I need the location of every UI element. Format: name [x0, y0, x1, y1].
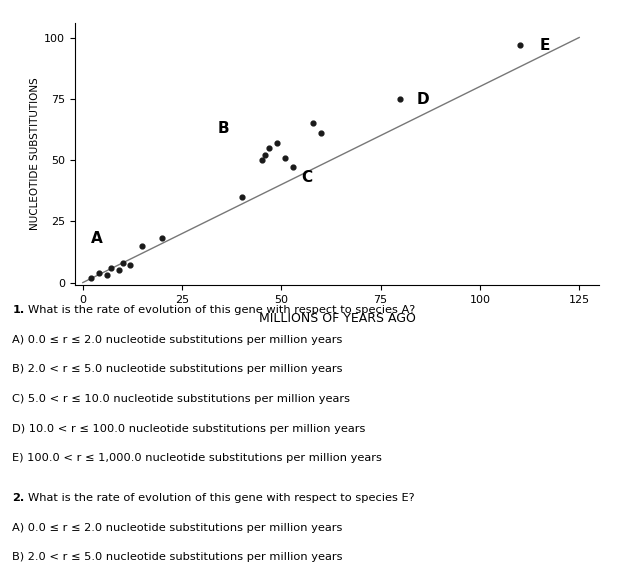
Point: [125, 261, 135, 270]
Text: C) 5.0 < r ≤ 10.0 nucleotide substitutions per million years: C) 5.0 < r ≤ 10.0 nucleotide substitutio…: [12, 394, 351, 404]
Text: 2.: 2.: [12, 493, 25, 503]
Text: A) 0.0 ≤ r ≤ 2.0 nucleotide substitutions per million years: A) 0.0 ≤ r ≤ 2.0 nucleotide substitution…: [12, 335, 343, 345]
Text: E) 100.0 < r ≤ 1,000.0 nucleotide substitutions per million years: E) 100.0 < r ≤ 1,000.0 nucleotide substi…: [12, 453, 383, 463]
Point: [137, 241, 147, 250]
Point: [280, 153, 290, 162]
Text: E: E: [540, 38, 550, 53]
Text: B: B: [218, 121, 230, 136]
Point: [114, 266, 124, 275]
Y-axis label: NUCLEOTIDE SUBSTITUTIONS: NUCLEOTIDE SUBSTITUTIONS: [30, 78, 40, 230]
Text: A: A: [90, 231, 102, 246]
Point: [288, 163, 298, 172]
Text: B) 2.0 < r ≤ 5.0 nucleotide substitutions per million years: B) 2.0 < r ≤ 5.0 nucleotide substitution…: [12, 364, 343, 374]
Point: [117, 258, 127, 267]
Point: [102, 271, 112, 280]
Point: [396, 94, 406, 103]
Text: B) 2.0 < r ≤ 5.0 nucleotide substitutions per million years: B) 2.0 < r ≤ 5.0 nucleotide substitution…: [12, 552, 343, 563]
Point: [105, 263, 115, 272]
Point: [94, 268, 104, 278]
Point: [236, 192, 246, 201]
Point: [308, 119, 318, 128]
X-axis label: MILLIONS OF YEARS AGO: MILLIONS OF YEARS AGO: [258, 312, 416, 325]
Point: [515, 40, 525, 50]
Point: [85, 273, 95, 282]
Text: C: C: [301, 170, 313, 185]
Point: [157, 234, 167, 243]
Point: [265, 143, 275, 152]
Point: [260, 150, 270, 160]
Text: D: D: [416, 92, 429, 107]
Point: [316, 128, 326, 137]
Text: 1.: 1.: [12, 305, 25, 315]
Text: A) 0.0 ≤ r ≤ 2.0 nucleotide substitutions per million years: A) 0.0 ≤ r ≤ 2.0 nucleotide substitution…: [12, 523, 343, 533]
Text: What is the rate of evolution of this gene with respect to species A?: What is the rate of evolution of this ge…: [28, 305, 416, 315]
Point: [273, 139, 283, 148]
Text: What is the rate of evolution of this gene with respect to species E?: What is the rate of evolution of this ge…: [28, 493, 415, 503]
Text: D) 10.0 < r ≤ 100.0 nucleotide substitutions per million years: D) 10.0 < r ≤ 100.0 nucleotide substitut…: [12, 424, 366, 434]
Point: [256, 156, 266, 165]
